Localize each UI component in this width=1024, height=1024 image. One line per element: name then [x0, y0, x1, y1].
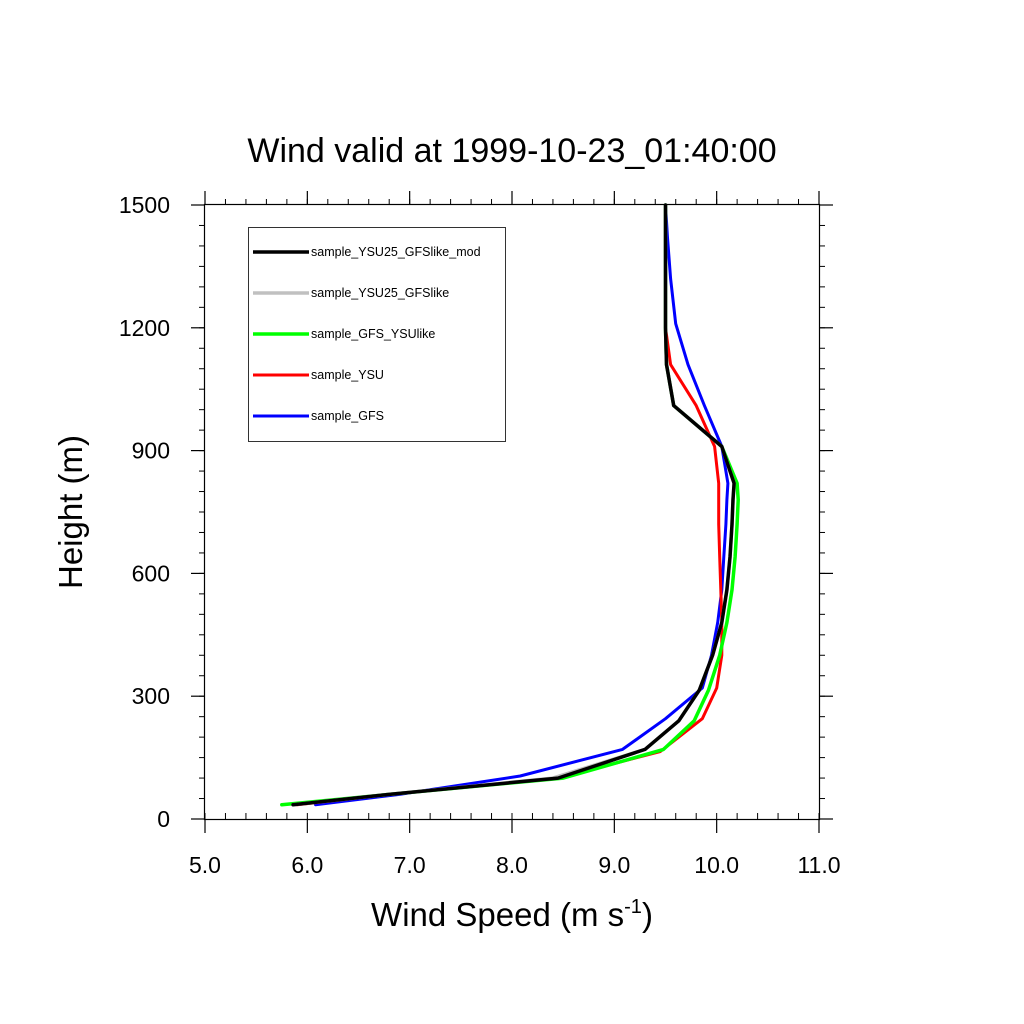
x-tick-label: 11.0 [797, 852, 840, 878]
x-tick-label: 9.0 [598, 852, 630, 878]
legend-label-sample-ysu: sample_YSU [311, 368, 384, 382]
legend-label-sample-gfs-ysulike: sample_GFS_YSUlike [311, 327, 435, 341]
plot-frame [203, 203, 821, 821]
x-axis-title: Wind Speed (m s-1) [371, 896, 653, 933]
chart-title: Wind valid at 1999-10-23_01:40:00 [247, 132, 776, 170]
x-tick-label: 10.0 [694, 852, 739, 878]
y-tick-label: 0 [157, 806, 170, 832]
y-tick-label: 900 [132, 438, 170, 464]
y-tick-label: 1200 [119, 315, 170, 341]
x-axis-title-tail: ) [642, 896, 653, 933]
x-axis-title-main: Wind Speed (m s [371, 896, 624, 933]
y-tick-labels: 0 300 600 900 1200 1500 [119, 192, 170, 832]
x-tick-labels: 5.0 6.0 7.0 8.0 9.0 10.0 11.0 [189, 852, 841, 878]
x-tick-label: 5.0 [189, 852, 221, 878]
y-tick-label: 300 [132, 683, 170, 709]
y-tick-label: 600 [132, 560, 170, 586]
x-axis-title-superscript: -1 [624, 896, 642, 918]
x-tick-label: 7.0 [394, 852, 426, 878]
series-line-sample-gfs [314, 203, 730, 807]
x-tick-label: 8.0 [496, 852, 528, 878]
legend-label-sample-ysu25-gfslike-mod: sample_YSU25_GFSlike_mod [311, 245, 481, 259]
major-ticks [191, 191, 833, 833]
x-tick-label: 6.0 [291, 852, 323, 878]
legend-label-sample-ysu25-gfslike: sample_YSU25_GFSlike [311, 286, 449, 300]
series-lines [280, 203, 740, 807]
y-axis-title: Height (m) [52, 435, 89, 589]
legend-label-sample-gfs: sample_GFS [311, 409, 384, 423]
series-line-sample-ysu25-gfslike-mod [291, 203, 736, 807]
y-tick-label: 1500 [119, 192, 170, 218]
legend: sample_YSU25_GFSlike_mod sample_YSU25_GFS… [248, 227, 506, 442]
